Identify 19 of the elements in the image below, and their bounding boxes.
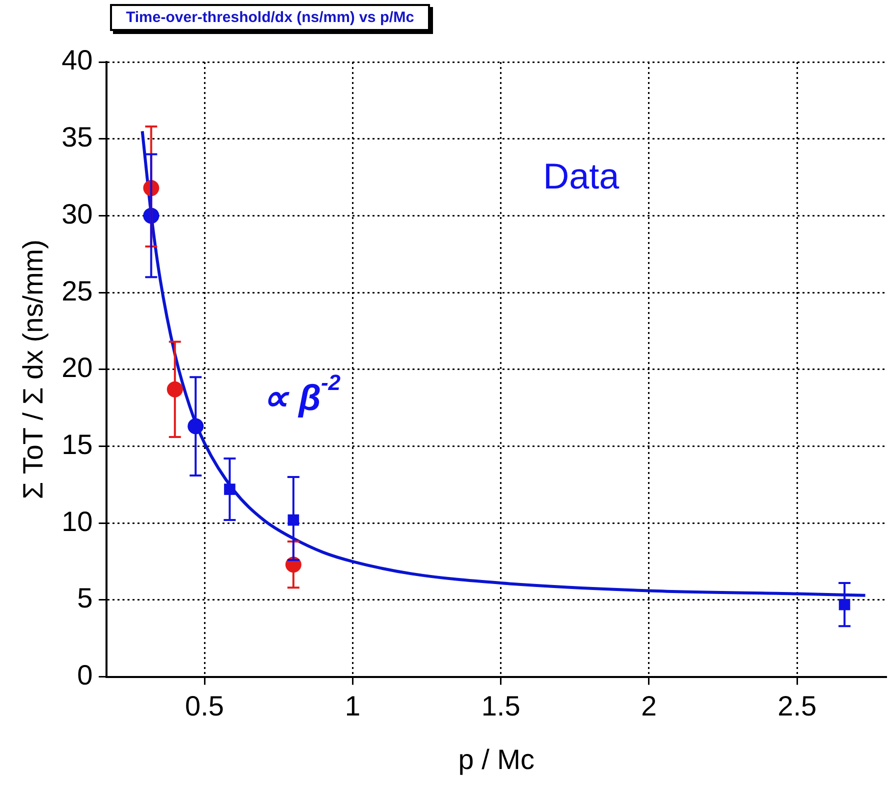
y-tick-label: 20 bbox=[62, 352, 93, 384]
y-tick-label: 35 bbox=[62, 122, 93, 153]
x-tick-label: 2 bbox=[641, 690, 657, 722]
x-tick-label: 0.5 bbox=[185, 690, 224, 722]
x-tick-label: 1.5 bbox=[481, 690, 520, 722]
x-axis-title: p / Mc bbox=[458, 744, 534, 775]
line-series bbox=[140, 130, 867, 597]
x-tick-label: 2.5 bbox=[778, 690, 817, 722]
y-axis-title: Σ ToT / Σ dx (ns/mm) bbox=[18, 240, 49, 500]
y-tick-label: 0 bbox=[77, 660, 93, 691]
y-tick-label: 30 bbox=[62, 198, 93, 230]
y-tick-label: 40 bbox=[62, 44, 93, 76]
x-tick-label: 1 bbox=[344, 690, 360, 722]
y-tick-label: 5 bbox=[77, 582, 93, 614]
chart-title: Time-over-threshold/dx (ns/mm) vs p/Mc bbox=[110, 4, 430, 31]
y-tick-label: 10 bbox=[62, 506, 93, 537]
y-tick-label: 25 bbox=[62, 275, 93, 306]
annotation: Data bbox=[543, 156, 620, 197]
y-tick-label: 15 bbox=[62, 428, 93, 460]
